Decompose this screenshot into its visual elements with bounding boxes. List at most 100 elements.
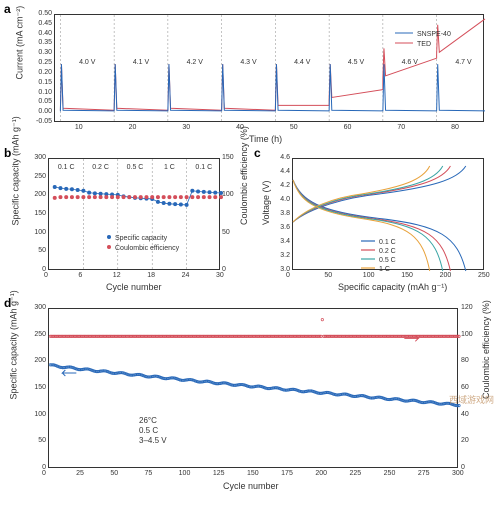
ytick: 0.15	[28, 79, 52, 86]
xtick: 175	[281, 470, 293, 477]
panel-b: b 0.1 C0.2 C0.5 C1 C0.1 CSpecific capaci…	[6, 148, 252, 294]
panel-a: a 4.0 V4.1 V4.2 V4.3 V4.4 V4.5 V4.6 V4.7…	[6, 2, 492, 142]
ylabelL: Specific capacity (mAh g⁻¹)	[11, 214, 22, 226]
svg-text:SNSPE-40: SNSPE-40	[417, 31, 451, 38]
xtick: 100	[179, 470, 191, 477]
panel-c-chart: 0.1 C 0.2 C 0.5 C 1 C	[292, 158, 484, 270]
svg-text:Specific capacity: Specific capacity	[115, 235, 168, 242]
svg-text:4.7 V: 4.7 V	[455, 59, 472, 66]
ylabel: Voltage (V)	[261, 213, 271, 225]
panel-d-chart: 26°C0.5 C3–4.5 V	[48, 308, 458, 468]
ytickL: 50	[26, 437, 46, 444]
svg-text:0.2 C: 0.2 C	[379, 248, 396, 255]
ytickL: 100	[28, 229, 46, 236]
xlabel: Cycle number	[223, 481, 279, 491]
ytick: 3.0	[274, 266, 290, 273]
ytickR: 20	[461, 437, 469, 444]
svg-text:4.0 V: 4.0 V	[79, 59, 96, 66]
ytick: 0.30	[28, 49, 52, 56]
xtick: 0	[44, 272, 48, 279]
svg-text:TED: TED	[417, 41, 431, 48]
ytickL: 200	[28, 191, 46, 198]
ytick: 0.40	[28, 30, 52, 37]
svg-text:0.5 C: 0.5 C	[379, 257, 396, 264]
xtick: 6	[78, 272, 82, 279]
xtick: 150	[401, 272, 413, 279]
ytickL: 0	[28, 266, 46, 273]
xlabel: Time (h)	[249, 134, 282, 144]
xtick: 225	[350, 470, 362, 477]
ytickR: 0	[461, 464, 465, 471]
svg-text:4.1 V: 4.1 V	[133, 59, 150, 66]
xtick: 50	[324, 272, 332, 279]
xlabel: Specific capacity (mAh g⁻¹)	[338, 282, 447, 293]
xtick: 25	[76, 470, 84, 477]
ytick: 0.50	[28, 10, 52, 17]
xtick: 10	[75, 124, 83, 131]
svg-text:0.1 C: 0.1 C	[58, 164, 75, 171]
ytickR: 100	[461, 331, 473, 338]
ytickL: 50	[28, 247, 46, 254]
ytickR: 150	[222, 154, 234, 161]
ytick: 0.05	[28, 98, 52, 105]
xtick: 12	[113, 272, 121, 279]
xtick: 80	[451, 124, 459, 131]
xtick: 50	[110, 470, 118, 477]
panel-c: c 0.1 C0.2 C0.5 C1 C 0501001502002503.03…	[256, 148, 496, 294]
svg-text:0.5 C: 0.5 C	[139, 426, 158, 435]
ytick: 4.2	[274, 182, 290, 189]
xtick: 70	[397, 124, 405, 131]
ytick: 0.20	[28, 69, 52, 76]
ylabelL: Specific capacity (mAh g⁻¹)	[9, 388, 20, 400]
panel-d: d 26°C0.5 C3–4.5 V 025507510012515017520…	[6, 298, 492, 504]
xtick: 150	[247, 470, 259, 477]
panel-b-chart: 0.1 C0.2 C0.5 C1 C0.1 CSpecific capacity…	[48, 158, 220, 270]
xtick: 200	[440, 272, 452, 279]
xtick: 250	[478, 272, 490, 279]
panel-c-svg: 0.1 C 0.2 C 0.5 C 1 C	[293, 159, 485, 271]
ytick: 3.6	[274, 224, 290, 231]
ytick: 0.35	[28, 39, 52, 46]
ytickL: 0	[26, 464, 46, 471]
ytick: 4.0	[274, 196, 290, 203]
ytickL: 300	[28, 154, 46, 161]
svg-text:0.1 C: 0.1 C	[379, 239, 396, 246]
ytick: 0.00	[28, 108, 52, 115]
ytick: 0.10	[28, 89, 52, 96]
svg-text:4.5 V: 4.5 V	[348, 59, 365, 66]
ytickR: 50	[222, 229, 230, 236]
xtick: 100	[363, 272, 375, 279]
ytick: 4.6	[274, 154, 290, 161]
ytickR: 40	[461, 411, 469, 418]
svg-text:0.5 C: 0.5 C	[127, 164, 144, 171]
ytick: 3.2	[274, 252, 290, 259]
svg-text:4.4 V: 4.4 V	[294, 59, 311, 66]
ytickL: 100	[26, 411, 46, 418]
panel-c-label: c	[254, 146, 261, 160]
svg-text:3–4.5 V: 3–4.5 V	[139, 436, 167, 445]
xtick: 250	[384, 470, 396, 477]
xtick: 50	[290, 124, 298, 131]
panel-d-svg: 26°C0.5 C3–4.5 V	[49, 309, 459, 469]
ytick: 3.4	[274, 238, 290, 245]
svg-text:Coulombic efficiency: Coulombic efficiency	[115, 245, 180, 252]
ytick: 0.45	[28, 20, 52, 27]
xlabel: Cycle number	[106, 282, 162, 292]
ytick: 3.8	[274, 210, 290, 217]
ytick: 0.25	[28, 59, 52, 66]
ytickR: 0	[222, 266, 226, 273]
xtick: 275	[418, 470, 430, 477]
ytickL: 300	[26, 304, 46, 311]
svg-text:1 C: 1 C	[379, 266, 390, 273]
ytickL: 200	[26, 357, 46, 364]
svg-text:4.6 V: 4.6 V	[402, 59, 419, 66]
panel-a-chart: 4.0 V4.1 V4.2 V4.3 V4.4 V4.5 V4.6 V4.7 V…	[54, 14, 484, 122]
xtick: 30	[182, 124, 190, 131]
ytickR: 60	[461, 384, 469, 391]
svg-text:0.1 C: 0.1 C	[195, 164, 212, 171]
svg-text:4.2 V: 4.2 V	[187, 59, 204, 66]
xtick: 125	[213, 470, 225, 477]
ytickR: 120	[461, 304, 473, 311]
xtick: 60	[344, 124, 352, 131]
ytickL: 150	[26, 384, 46, 391]
